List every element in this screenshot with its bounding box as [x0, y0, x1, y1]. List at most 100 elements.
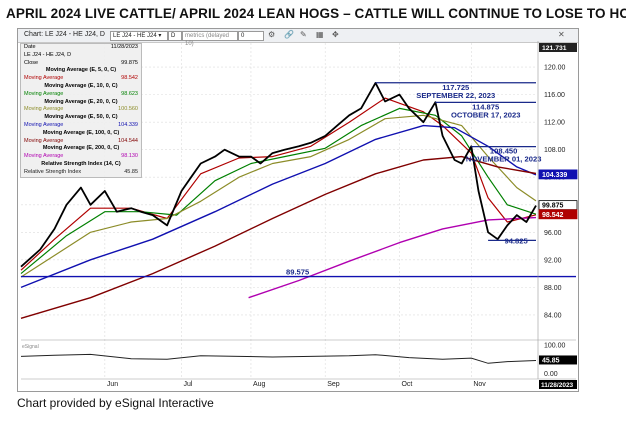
legend-indicator-label: Moving Average — [24, 106, 64, 113]
annotation-text: 108.450 — [490, 147, 517, 156]
y-axis: 84.0088.0092.0096.00100.00104.00108.0011… — [537, 41, 578, 379]
rsi-value-box — [539, 355, 577, 365]
annotation-text: NOVEMBER 01, 2023 — [466, 155, 542, 164]
legend-indicator-header: Moving Average (E, 100, 0, C) — [42, 129, 120, 136]
rsi-line — [20, 353, 537, 364]
legend-indicator-row: Moving Average 98.623 — [21, 91, 141, 99]
legend-indicator-header: Moving Average (E, 10, 0, C) — [44, 82, 118, 89]
annotation-text: 114.875 — [472, 102, 500, 111]
y-tick-label: 112.00 — [544, 120, 565, 127]
watermark-text: eSignal — [22, 344, 39, 350]
legend-indicator-row: Moving Average 98.542 — [21, 75, 141, 83]
legend-indicator-header: Relative Strength Index (14, C) — [41, 160, 121, 167]
x-tick-label: Jun — [107, 381, 118, 388]
y-tick-label: 92.00 — [544, 257, 562, 264]
zoom-input[interactable]: 0 — [238, 31, 264, 41]
series-line — [20, 107, 537, 275]
legend-indicator-value: 45.85 — [124, 168, 138, 175]
legend-indicator-header: Moving Average (E, 200, 0, C) — [42, 145, 120, 152]
legend-indicator-row: Moving Average 104.339 — [21, 122, 141, 130]
legend-indicator-label: Moving Average — [24, 137, 64, 144]
price-label-box — [538, 169, 578, 180]
rsi-tick-label: 0.00 — [544, 371, 558, 378]
legend-indicator-value: 100.560 — [118, 106, 138, 113]
y-tick-label: 120.00 — [544, 65, 566, 72]
legend-indicator-value: 98.623 — [121, 90, 138, 97]
legend-indicator-label: Moving Average — [24, 75, 64, 82]
y-tick-label: 84.00 — [544, 312, 562, 319]
top-price-label: 121.731 — [542, 45, 567, 52]
legend-indicator-row: Relative Strength Index 45.85 — [21, 169, 141, 177]
series-line — [20, 82, 537, 268]
annotation-text: 94.825 — [504, 236, 528, 245]
support-line-label: 89.575 — [286, 268, 310, 277]
chart-toolbar: Chart: LE J24 - HE J24, D LE J24 - HE J2… — [18, 29, 578, 47]
chart-window: Chart: LE J24 - HE J24, D LE J24 - HE J2… — [17, 28, 579, 392]
rsi-value-label: 45.85 — [542, 357, 560, 364]
legend-indicator-label: Moving Average — [24, 121, 64, 128]
legend-close-label: Close — [24, 59, 39, 66]
legend-indicator-label: Relative Strength Index — [24, 168, 82, 175]
chart-label: Chart: LE J24 - HE J24, D — [24, 31, 105, 38]
last-date-box — [539, 380, 577, 389]
rsi-panel: 0.00 100.00 45.85 — [20, 339, 577, 378]
legend-close-row: Close 99.875 — [21, 60, 141, 68]
price-label-box — [538, 209, 578, 220]
series-line — [20, 155, 537, 319]
legend-indicator-value: 98.130 — [121, 153, 138, 160]
settings-icon[interactable]: ⚙ — [268, 30, 276, 39]
x-tick-label: Sep — [327, 381, 340, 388]
rsi-tick-label: 100.00 — [544, 342, 566, 349]
legend-indicator-row: Moving Average 104.544 — [21, 138, 141, 146]
annotation-label: 117.725 SEPTEMBER 22, 2023 — [416, 83, 495, 100]
series-line — [20, 124, 537, 289]
interval-selector[interactable]: D — [168, 31, 182, 41]
y-tick-label: 116.00 — [544, 92, 565, 99]
delayed-indicator: metrics (delayed 10) — [182, 31, 238, 47]
chart-headline: APRIL 2024 LIVE CATTLE/ APRIL 2024 LEAN … — [6, 6, 626, 21]
legend-indicator-label: Moving Average — [24, 153, 64, 160]
draw-icon[interactable]: ✎ — [300, 30, 307, 39]
price-label: 104.339 — [542, 172, 567, 179]
legend-indicator-value: 98.542 — [121, 75, 138, 82]
legend-indicator-header: Moving Average (E, 20, 0, C) — [44, 98, 118, 105]
data-legend: Date 11/28/2023 LE J24 - HE J24, D Close… — [20, 43, 142, 178]
last-date-label: 11/28/2023 — [541, 382, 574, 389]
price-label: 98.542 — [542, 212, 564, 219]
legend-symbol: LE J24 - HE J24, D — [24, 51, 72, 58]
grid-icon[interactable]: ▦ — [316, 30, 324, 39]
series-line — [20, 97, 537, 271]
top-price-box — [539, 43, 577, 52]
x-tick-label: Nov — [473, 381, 486, 388]
annotation-label: 114.875 OCTOBER 17, 2023 — [451, 102, 521, 119]
y-tick-label: 96.00 — [544, 230, 562, 237]
legend-indicator-row: Moving Average 98.130 — [21, 153, 141, 161]
legend-indicator-header: Moving Average (E, 5, 0, C) — [45, 67, 117, 74]
series-line — [248, 216, 537, 299]
legend-date-label: Date — [24, 44, 36, 50]
annotation-text: SEPTEMBER 22, 2023 — [416, 91, 495, 100]
legend-date-row: Date 11/28/2023 — [21, 44, 141, 52]
symbol-selector[interactable]: LE J24 - HE J24 ▾ — [110, 31, 168, 41]
legend-date-value: 11/28/2023 — [110, 44, 138, 50]
price-label: 99.875 — [542, 203, 564, 210]
legend-close-value: 99.875 — [121, 59, 138, 66]
legend-indicator-row: Moving Average 100.560 — [21, 106, 141, 114]
legend-items: Moving Average (E, 5, 0, C) Moving Averag… — [21, 67, 141, 176]
annotations-group: 89.575 117.725 SEPTEMBER 22, 2023 114.875 OC… — [21, 82, 576, 278]
legend-indicator-label: Moving Average — [24, 90, 64, 97]
x-tick-label: Aug — [253, 381, 266, 388]
annotation-label: 94.825 — [504, 236, 528, 245]
close-icon[interactable]: ✕ — [558, 30, 565, 39]
legend-indicator-value: 104.544 — [118, 137, 138, 144]
link-icon[interactable]: 🔗 — [284, 30, 294, 39]
legend-indicator-header: Moving Average (E, 50, 0, C) — [44, 114, 118, 121]
annotation-text: 117.725 — [442, 83, 470, 92]
x-tick-label: Jul — [183, 381, 192, 388]
x-axis: Jun Jul Aug Sep Oct Nov 11/28/2023 — [21, 378, 577, 389]
chart-caption: Chart provided by eSignal Interactive — [17, 396, 214, 410]
x-tick-label: Oct — [401, 381, 412, 388]
legend-symbol-row: LE J24 - HE J24, D — [21, 52, 141, 60]
annotation-text: OCTOBER 17, 2023 — [451, 110, 521, 119]
cursor-icon[interactable]: ✥ — [332, 30, 339, 39]
